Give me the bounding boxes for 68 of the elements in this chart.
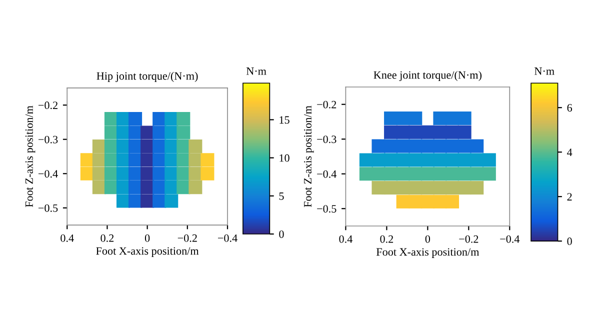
point (176, 126, 190, 140)
color-bar-title: N·m (534, 68, 554, 75)
point (458, 111, 472, 126)
point (470, 167, 484, 181)
x-tick-label: 0.4 (339, 235, 352, 243)
y-tick-label: −0.5 (317, 205, 336, 213)
point (384, 139, 398, 153)
point (200, 166, 214, 180)
point (470, 153, 484, 167)
y-tick-label: −0.2 (38, 102, 58, 110)
chart-title: Knee joint torque/(N·m) (374, 70, 482, 82)
point (446, 139, 460, 153)
y-tick-label: −0.4 (38, 170, 58, 178)
point (408, 167, 422, 181)
point (128, 112, 142, 126)
point (164, 194, 178, 208)
point (188, 139, 202, 153)
x-tick-label: 0 (144, 234, 150, 242)
point (482, 153, 496, 167)
chart-title: Hip joint torque/(N·m) (96, 72, 198, 82)
point (446, 180, 460, 195)
point (384, 180, 398, 195)
x-tick-label: −0.4 (218, 234, 238, 242)
point (188, 180, 202, 194)
y-axis-title: Foot Z-axis position/m (25, 106, 36, 208)
point (384, 167, 398, 181)
point (408, 111, 422, 126)
point (176, 112, 190, 126)
point (200, 153, 214, 167)
x-tick-label: 0.2 (380, 235, 394, 243)
point (408, 194, 422, 208)
y-tick-label: −0.3 (317, 136, 336, 144)
x-tick-label: 0 (425, 235, 430, 243)
point (458, 125, 472, 139)
point (470, 180, 484, 195)
color-bar-label: 10 (280, 154, 290, 162)
x-tick-label: −0.2 (178, 234, 197, 242)
point (482, 167, 496, 181)
point (446, 153, 460, 167)
y-tick-label: −0.2 (317, 100, 336, 108)
x-tick-label: 0.4 (60, 234, 74, 242)
point (408, 153, 422, 167)
point (408, 139, 422, 153)
color-bar-label: 6 (567, 104, 572, 112)
color-bar-label: 5 (279, 192, 284, 200)
x-tick-label: −0.2 (459, 235, 478, 243)
point (408, 125, 422, 139)
point (384, 125, 398, 139)
y-tick-label: −0.4 (317, 170, 337, 178)
point (408, 180, 422, 195)
x-tick-label: −0.4 (500, 235, 520, 243)
point (470, 139, 484, 153)
color-bar-label: 15 (280, 116, 290, 124)
point (446, 167, 460, 181)
color-bar-label: 2 (567, 193, 572, 200)
point (446, 125, 460, 139)
point (446, 194, 460, 208)
color-bar-title: N·m (246, 68, 266, 75)
point (384, 111, 398, 126)
y-tick-label: −0.5 (38, 204, 58, 212)
x-tick-label: 0.2 (100, 234, 114, 242)
point (384, 153, 398, 167)
x-axis-title: Foot X-axis position/m (96, 247, 199, 257)
x-axis-title: Foot X-axis position/m (376, 248, 480, 258)
y-axis-title: Foot Z-axis position/m (304, 106, 314, 208)
color-bar-label: 4 (567, 148, 572, 156)
y-tick-label: −0.3 (38, 136, 58, 144)
point (446, 111, 460, 126)
